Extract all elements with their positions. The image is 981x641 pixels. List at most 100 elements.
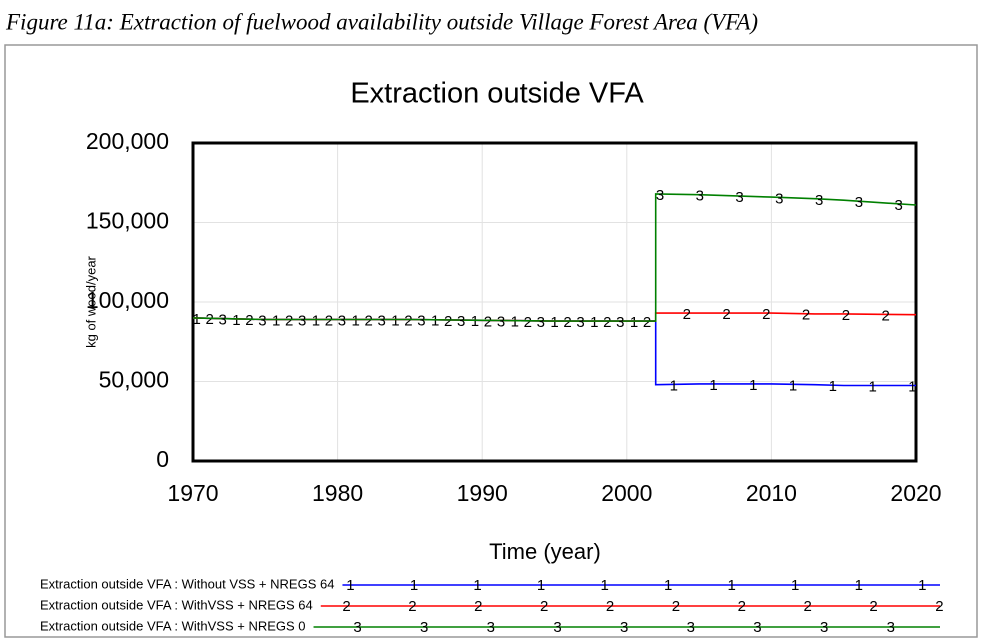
- series-marker: 2: [404, 312, 412, 329]
- legend-marker: 3: [487, 619, 495, 636]
- series-marker: 1: [352, 312, 360, 329]
- series-marker: 1: [789, 377, 797, 394]
- legend-marker: 2: [804, 598, 812, 615]
- series-marker: 2: [842, 307, 850, 324]
- x-tick-label: 1970: [167, 480, 218, 506]
- series-marker: 1: [670, 377, 678, 394]
- y-tick-label: 50,000: [99, 367, 169, 393]
- legend-marker: 3: [353, 619, 361, 636]
- legend-marker: 2: [935, 598, 943, 615]
- series-marker: 1: [431, 313, 439, 330]
- y-tick-label: 100,000: [86, 287, 169, 313]
- series-marker: 2: [365, 312, 373, 329]
- series-marker: 2: [762, 306, 770, 323]
- legend-marker: 1: [600, 577, 608, 594]
- series-marker: 1: [511, 314, 519, 331]
- legend-marker: 2: [540, 598, 548, 615]
- series-marker: 3: [775, 190, 783, 207]
- legend-marker: 2: [474, 598, 482, 615]
- series-marker: 2: [205, 311, 213, 328]
- series-marker: 3: [735, 189, 743, 206]
- legend-marker: 1: [473, 577, 481, 594]
- legend-marker: 2: [606, 598, 614, 615]
- series-marker: 3: [537, 314, 545, 331]
- series-marker: 2: [484, 313, 492, 330]
- series-marker: 3: [417, 313, 425, 330]
- series-marker: 2: [722, 306, 730, 323]
- series-marker: 3: [576, 314, 584, 331]
- y-axis-label: kg of wood/year: [83, 255, 98, 347]
- series-marker: 2: [603, 314, 611, 331]
- series-marker: 1: [709, 377, 717, 394]
- chart-title: Extraction outside VFA: [350, 78, 644, 110]
- series-marker: 2: [245, 312, 253, 329]
- series-marker: 3: [457, 313, 465, 330]
- legend-marker: 1: [918, 577, 926, 594]
- legend-marker: 1: [791, 577, 799, 594]
- x-tick-label: 2010: [746, 480, 797, 506]
- series-marker: 3: [815, 192, 823, 209]
- series-marker: 1: [232, 312, 240, 329]
- series-marker: 2: [444, 313, 452, 330]
- figure-frame: [4, 44, 978, 638]
- series-marker: 1: [391, 312, 399, 329]
- legend-marker: 3: [887, 619, 895, 636]
- series-marker: 2: [802, 307, 810, 324]
- legend-marker: 1: [664, 577, 672, 594]
- legend-marker: 2: [738, 598, 746, 615]
- series-marker: 1: [312, 312, 320, 329]
- series-marker: 1: [749, 377, 757, 394]
- legend-marker: 1: [537, 577, 545, 594]
- y-tick-label: 0: [156, 446, 169, 472]
- series-marker: 3: [218, 312, 226, 329]
- x-axis-label: Time (year): [489, 539, 601, 564]
- legend-marker: 3: [753, 619, 761, 636]
- series-marker: 3: [616, 314, 624, 331]
- x-tick-label: 2020: [890, 480, 941, 506]
- x-tick-label: 2000: [601, 480, 652, 506]
- legend-marker: 2: [408, 598, 416, 615]
- legend-label: Extraction outside VFA : WithVSS + NREGS…: [40, 597, 313, 612]
- legend-marker: 3: [420, 619, 428, 636]
- series-marker: 3: [378, 312, 386, 329]
- series-marker: 2: [285, 312, 293, 329]
- series-marker: 3: [338, 312, 346, 329]
- series-marker: 1: [192, 311, 200, 328]
- legend-marker: 1: [728, 577, 736, 594]
- legend-marker: 3: [553, 619, 561, 636]
- legend-label: Extraction outside VFA : Without VSS + N…: [40, 576, 334, 591]
- series-marker: 2: [881, 307, 889, 324]
- legend-marker: 1: [346, 577, 354, 594]
- legend-marker: 3: [620, 619, 628, 636]
- legend-marker: 2: [672, 598, 680, 615]
- legend-marker: 1: [855, 577, 863, 594]
- series-marker: 1: [829, 378, 837, 395]
- series-marker: 1: [868, 378, 876, 395]
- series-marker: 3: [497, 313, 505, 330]
- series-marker: 1: [590, 314, 598, 331]
- series-marker: 2: [524, 314, 532, 331]
- figure-caption: Figure 11a: Extraction of fuelwood avail…: [5, 9, 758, 34]
- series-marker: 3: [656, 187, 664, 204]
- y-tick-label: 200,000: [86, 128, 169, 154]
- series-marker: 2: [325, 312, 333, 329]
- x-tick-label: 1990: [457, 480, 508, 506]
- plot-frame: [191, 141, 918, 463]
- legend-marker: 1: [410, 577, 418, 594]
- legend-label: Extraction outside VFA : WithVSS + NREGS…: [40, 618, 306, 633]
- series-marker: 2: [683, 306, 691, 323]
- legend-marker: 2: [869, 598, 877, 615]
- series-marker: 1: [272, 312, 280, 329]
- series-marker: 3: [855, 194, 863, 211]
- series-marker: 1: [908, 378, 916, 395]
- x-tick-label: 1980: [312, 480, 363, 506]
- series-marker: 2: [563, 314, 571, 331]
- series-marker: 3: [258, 312, 266, 329]
- series-line: [192, 193, 917, 322]
- series-marker: 3: [894, 197, 902, 214]
- series-marker: 1: [471, 313, 479, 330]
- legend-marker: 3: [820, 619, 828, 636]
- series-marker: 3: [298, 312, 306, 329]
- y-tick-label: 150,000: [86, 208, 169, 234]
